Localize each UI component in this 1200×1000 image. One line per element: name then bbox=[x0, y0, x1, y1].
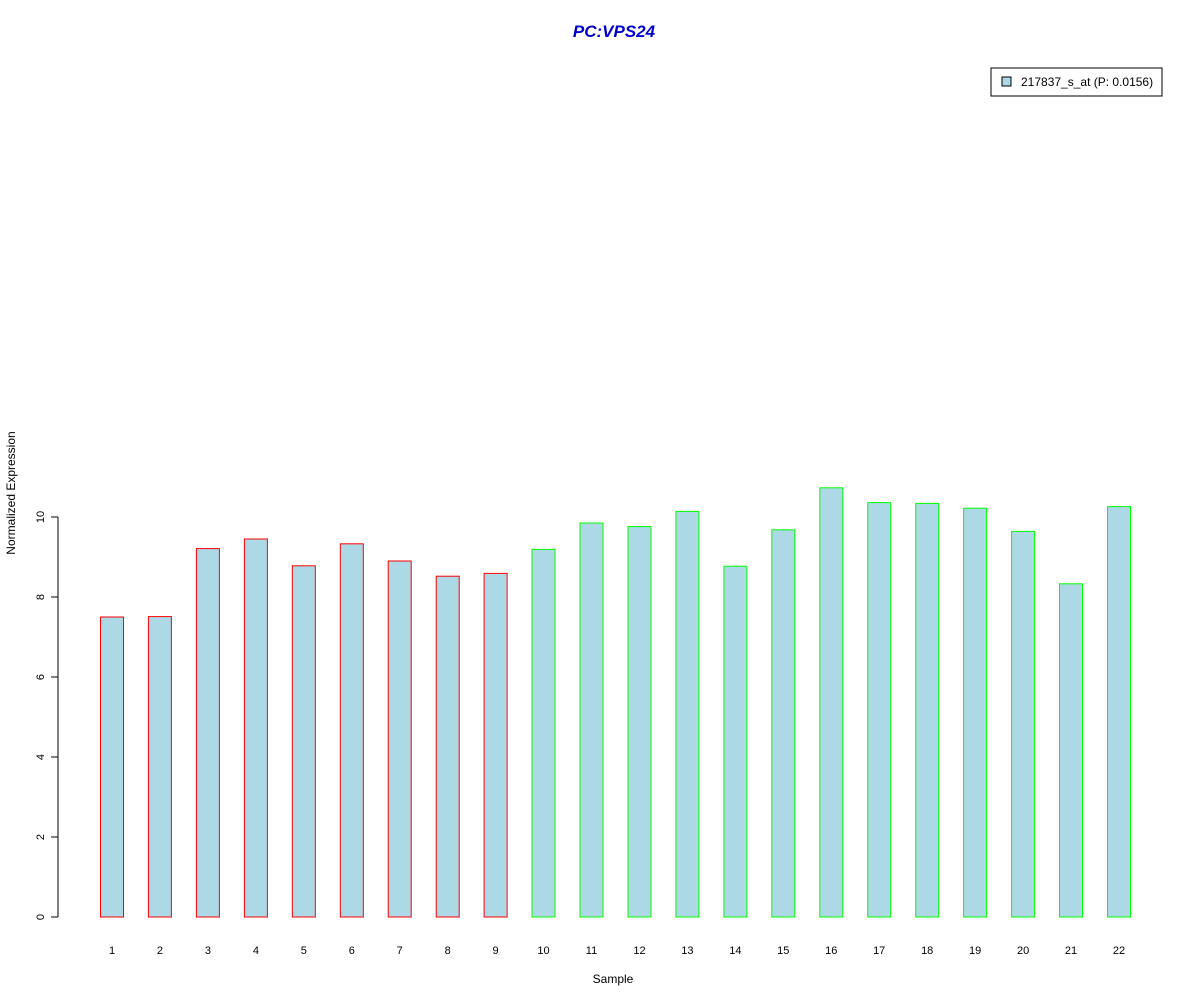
x-tick-label: 3 bbox=[205, 945, 211, 957]
x-tick-label: 20 bbox=[1017, 945, 1029, 957]
x-tick-label: 14 bbox=[729, 945, 741, 957]
x-tick-label: 10 bbox=[537, 945, 549, 957]
x-tick-label: 8 bbox=[445, 945, 451, 957]
chart-title: PC:VPS24 bbox=[573, 22, 656, 41]
x-tick-label: 13 bbox=[681, 945, 693, 957]
x-tick-label: 9 bbox=[493, 945, 499, 957]
x-tick-label: 6 bbox=[349, 945, 355, 957]
legend-swatch bbox=[1001, 76, 1012, 87]
x-tick-label: 5 bbox=[301, 945, 307, 957]
y-axis: 0 2 4 6 8 10 bbox=[35, 511, 59, 920]
x-tick-label: 7 bbox=[397, 945, 403, 957]
x-tick-labels: 1 2 3 4 5 6 7 8 9 10 11 12 13 14 15 16 17 18 19 20 21 22 bbox=[109, 945, 1125, 957]
bar-sample-19 bbox=[963, 507, 988, 918]
y-tick-label: 2 bbox=[35, 834, 47, 840]
legend: 217837_s_at (P: 0.0156) bbox=[990, 67, 1163, 97]
x-tick-label: 4 bbox=[253, 945, 259, 957]
bar-sample-7 bbox=[387, 560, 412, 918]
x-tick-label: 21 bbox=[1065, 945, 1077, 957]
bar-sample-1 bbox=[100, 616, 124, 918]
bar-sample-18 bbox=[915, 502, 940, 918]
bar-sample-3 bbox=[195, 548, 220, 918]
x-tick-label: 17 bbox=[873, 945, 885, 957]
bar-sample-21 bbox=[1059, 583, 1083, 918]
x-tick-label: 18 bbox=[921, 945, 933, 957]
x-tick-label: 19 bbox=[969, 945, 981, 957]
x-axis-label: Sample bbox=[593, 972, 634, 986]
y-tick-label: 8 bbox=[35, 594, 47, 600]
bar-sample-5 bbox=[291, 565, 316, 918]
bar-sample-9 bbox=[483, 572, 508, 918]
bar-sample-12 bbox=[627, 526, 652, 918]
bar-sample-22 bbox=[1107, 506, 1131, 918]
bar-sample-10 bbox=[531, 548, 556, 918]
bar-sample-8 bbox=[435, 575, 460, 918]
y-tick-label: 10 bbox=[35, 511, 47, 523]
x-tick-label: 11 bbox=[586, 945, 597, 957]
bar-sample-2 bbox=[147, 616, 172, 918]
bar-sample-15 bbox=[771, 529, 796, 918]
x-tick-label: 1 bbox=[109, 945, 115, 957]
x-tick-label: 2 bbox=[157, 945, 163, 957]
x-tick-label: 16 bbox=[825, 945, 837, 957]
y-tick-label: 6 bbox=[35, 674, 47, 680]
bar-sample-13 bbox=[675, 510, 700, 918]
y-axis-label: Normalized Expression bbox=[4, 431, 18, 554]
y-tick-label: 0 bbox=[35, 914, 47, 920]
bar-sample-20 bbox=[1011, 530, 1036, 918]
legend-box bbox=[990, 67, 1163, 97]
bar-sample-17 bbox=[867, 502, 892, 918]
x-tick-label: 12 bbox=[633, 945, 645, 957]
x-tick-label: 22 bbox=[1113, 945, 1125, 957]
bar-sample-11 bbox=[579, 522, 604, 918]
bar-sample-4 bbox=[243, 538, 268, 918]
legend-label: 217837_s_at (P: 0.0156) bbox=[1021, 75, 1153, 89]
bar-sample-6 bbox=[339, 543, 364, 918]
bar-sample-16 bbox=[819, 487, 844, 918]
bar-sample-14 bbox=[723, 565, 748, 918]
bars-group bbox=[100, 487, 1131, 918]
y-tick-label: 4 bbox=[35, 754, 47, 760]
x-tick-label: 15 bbox=[777, 945, 789, 957]
